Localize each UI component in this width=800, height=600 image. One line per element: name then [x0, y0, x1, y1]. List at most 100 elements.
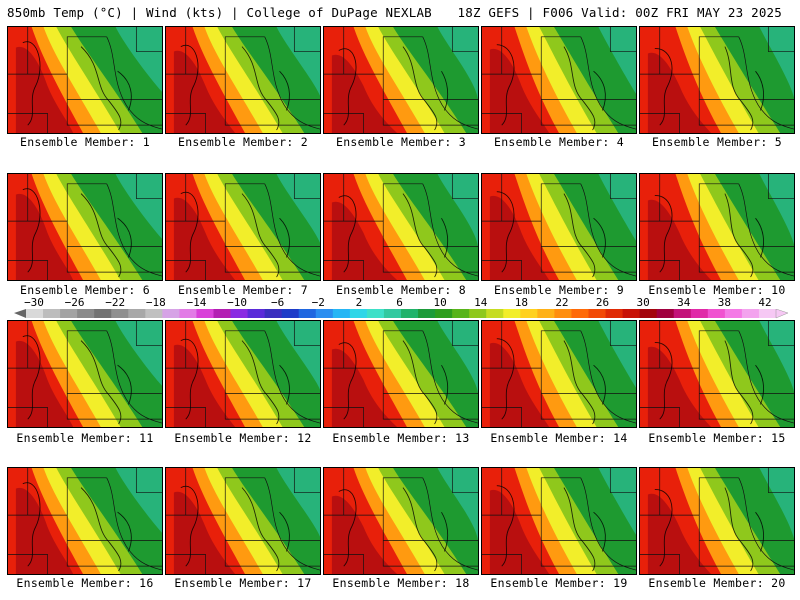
colorbar-swatch: [264, 309, 283, 318]
colorbar-swatch: [452, 309, 470, 318]
colorbar-tick-label: 6: [396, 296, 403, 309]
temperature-map: [482, 468, 636, 574]
colorbar-swatch: [571, 309, 589, 318]
ensemble-member-map-16[interactable]: [7, 467, 163, 575]
ensemble-member-label: Ensemble Member: 19: [490, 576, 628, 590]
colorbar-tick-label: 34: [677, 296, 691, 309]
ensemble-member-map-9[interactable]: [481, 173, 637, 281]
colorbar-swatch: [401, 309, 419, 318]
colorbar-swatch: [179, 309, 197, 318]
ensemble-member-label: Ensemble Member: 12: [174, 431, 312, 445]
colorbar-swatch: [94, 309, 112, 318]
ensemble-member-map-8[interactable]: [323, 173, 479, 281]
colorbar-swatch: [503, 309, 521, 318]
colorbar-swatch: [656, 309, 675, 318]
colorbar-swatch: [486, 309, 504, 318]
ensemble-member-map-20[interactable]: [639, 467, 795, 575]
colorbar-swatch: [230, 309, 248, 318]
colorbar-scale: [14, 309, 789, 319]
colorbar-tick-label: 30: [636, 296, 650, 309]
colorbar-tick-label: 2: [355, 296, 363, 309]
temperature-map: [8, 174, 162, 280]
ensemble-member-label: Ensemble Member: 13: [332, 431, 470, 445]
colorbar-swatch: [349, 309, 368, 318]
ensemble-member-label: Ensemble Member: 16: [16, 576, 154, 590]
colorbar-swatch: [724, 309, 743, 318]
colorbar-swatch: [332, 309, 351, 318]
ensemble-member-label: Ensemble Member: 18: [332, 576, 470, 590]
ensemble-member-map-14[interactable]: [481, 320, 637, 428]
ensemble-member-map-18[interactable]: [323, 467, 479, 575]
colorbar-swatch: [366, 309, 385, 318]
colorbar-swatch: [128, 309, 146, 318]
ensemble-member-map-12[interactable]: [165, 320, 321, 428]
colorbar-tick-label: 10: [433, 296, 447, 309]
temperature-map: [166, 27, 320, 133]
ensemble-member-map-6[interactable]: [7, 173, 163, 281]
colorbar-swatch: [537, 309, 555, 318]
ensemble-member-label: Ensemble Member: 20: [648, 576, 786, 590]
colorbar-tick-label: −26: [64, 296, 85, 309]
colorbar-right-arrow: [775, 309, 789, 319]
colorbar-swatch: [673, 309, 692, 318]
ensemble-member-label: Ensemble Member: 2: [177, 135, 309, 149]
temperature-map: [640, 174, 794, 280]
colorbar-swatch: [758, 309, 777, 318]
colorbar-swatch: [622, 309, 641, 318]
ensemble-member-label: Ensemble Member: 10: [648, 283, 786, 297]
ensemble-member-map-7[interactable]: [165, 173, 321, 281]
temperature-map: [482, 321, 636, 427]
ensemble-member-label: Ensemble Member: 9: [493, 283, 625, 297]
temperature-map: [166, 468, 320, 574]
ensemble-member-map-13[interactable]: [323, 320, 479, 428]
colorbar-swatch: [469, 309, 487, 318]
colorbar-tick-label: 18: [514, 296, 528, 309]
colorbar-swatch: [554, 309, 572, 318]
colorbar-tick-label: 26: [595, 296, 610, 309]
ensemble-member-label: Ensemble Member: 1: [19, 135, 151, 149]
temperature-map: [640, 321, 794, 427]
colorbar-swatch: [639, 309, 658, 318]
ensemble-member-map-15[interactable]: [639, 320, 795, 428]
colorbar-tick-label: −18: [145, 296, 166, 309]
colorbar-swatch: [707, 309, 726, 318]
temperature-map: [166, 321, 320, 427]
ensemble-member-label: Ensemble Member: 4: [493, 135, 625, 149]
colorbar-tick-label: −2: [311, 296, 325, 309]
colorbar-swatch: [196, 309, 214, 318]
temperature-map: [324, 174, 478, 280]
temperature-map: [640, 468, 794, 574]
ensemble-member-label: Ensemble Member: 6: [19, 283, 151, 297]
ensemble-member-map-17[interactable]: [165, 467, 321, 575]
temperature-map: [8, 321, 162, 427]
ensemble-member-label: Ensemble Member: 14: [490, 431, 628, 445]
ensemble-member-map-1[interactable]: [7, 26, 163, 134]
colorbar-swatch: [145, 309, 163, 318]
colorbar-swatch: [315, 309, 334, 318]
temperature-colorbar: −30 −26 −22 −18 −14 −10 −6 −2 2 6 10 14 18 22 26 30 34 38…: [0, 296, 800, 320]
temperature-map: [324, 468, 478, 574]
ensemble-member-map-5[interactable]: [639, 26, 795, 134]
ensemble-member-map-11[interactable]: [7, 320, 163, 428]
colorbar-tick-label: −6: [271, 296, 285, 309]
colorbar-swatch: [605, 309, 623, 318]
temperature-map: [324, 321, 478, 427]
temperature-map: [324, 27, 478, 133]
colorbar-swatch: [383, 309, 402, 318]
ensemble-member-map-10[interactable]: [639, 173, 795, 281]
colorbar-swatch: [162, 309, 180, 318]
ensemble-member-map-4[interactable]: [481, 26, 637, 134]
ensemble-member-label: Ensemble Member: 11: [16, 431, 154, 445]
colorbar-swatch: [588, 309, 606, 318]
ensemble-member-map-3[interactable]: [323, 26, 479, 134]
run-valid-time: 18Z GEFS | F006 Valid: 00Z FRI MAY 23 20…: [457, 5, 782, 20]
ensemble-member-map-19[interactable]: [481, 467, 637, 575]
colorbar-tick-label: 22: [555, 296, 569, 309]
colorbar-swatch: [690, 309, 709, 318]
temperature-map: [8, 27, 162, 133]
colorbar-tick-label: −14: [186, 296, 207, 309]
colorbar-swatch: [281, 309, 300, 318]
colorbar-tick-label: 14: [474, 296, 488, 309]
colorbar-swatch: [435, 309, 453, 318]
ensemble-member-map-2[interactable]: [165, 26, 321, 134]
